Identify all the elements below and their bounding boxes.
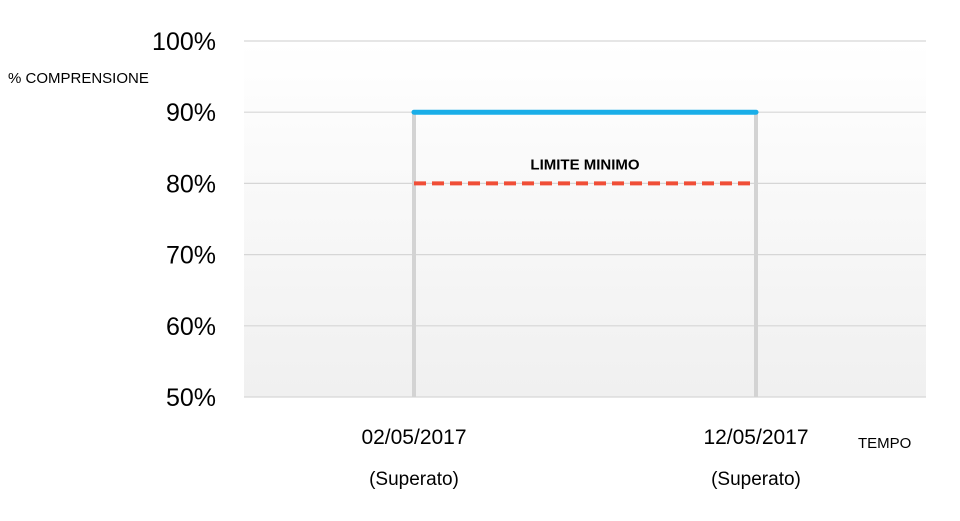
y-tick-label: 100% — [152, 28, 216, 56]
x-tick-sublabel: (Superato) — [711, 469, 801, 490]
y-axis-ticks: 100% 90% 80% 70% 60% 50% — [152, 28, 216, 412]
reference-lines: LIMITE MINIMO — [414, 156, 756, 186]
y-tick-label: 70% — [166, 242, 216, 270]
category-lines — [412, 112, 758, 397]
y-tick-label: 60% — [166, 313, 216, 341]
y-tick-label: 80% — [166, 170, 216, 198]
x-axis-label: TEMPO — [858, 435, 911, 452]
plot-background — [244, 41, 926, 397]
x-axis-ticks: 02/05/2017 (Superato) 12/05/2017 (Superato) — [361, 426, 808, 490]
reference-line-label: LIMITE MINIMO — [530, 156, 639, 173]
x-tick-label: 12/05/2017 — [703, 426, 808, 449]
x-tick-sublabel: (Superato) — [369, 469, 459, 490]
x-tick-label: 02/05/2017 — [361, 426, 466, 449]
y-axis-label: % COMPRENSIONE — [8, 70, 149, 87]
y-tick-label: 90% — [166, 99, 216, 127]
y-tick-label: 50% — [166, 384, 216, 412]
